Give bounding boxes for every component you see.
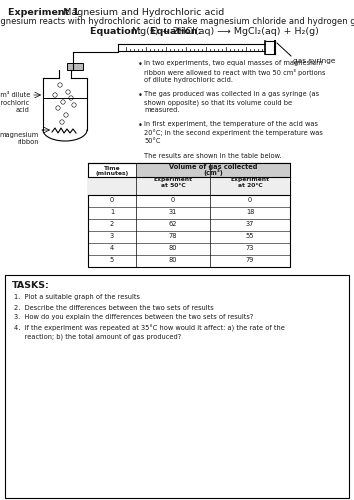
Text: Equation:: Equation: xyxy=(150,27,204,36)
Text: Experiment
at 20°C: Experiment at 20°C xyxy=(230,178,269,188)
Text: 2.  Describe the differences between the two sets of results: 2. Describe the differences between the … xyxy=(14,304,214,310)
Text: 20°C; in the second experiment the temperature was: 20°C; in the second experiment the tempe… xyxy=(144,130,323,136)
Text: 73: 73 xyxy=(246,244,254,250)
Bar xyxy=(88,176,290,194)
Text: 18: 18 xyxy=(246,208,254,214)
Text: 0: 0 xyxy=(110,196,114,202)
Bar xyxy=(5,274,349,498)
Text: 1.  Plot a suitable graph of the results: 1. Plot a suitable graph of the results xyxy=(14,294,140,300)
Text: Mg(s) + 2HCl(aq) ⟶ MgCl₂(aq) + H₂(g): Mg(s) + 2HCl(aq) ⟶ MgCl₂(aq) + H₂(g) xyxy=(132,27,319,36)
Text: 37: 37 xyxy=(246,220,254,226)
Bar xyxy=(67,63,83,70)
Text: 80: 80 xyxy=(169,256,177,262)
Text: 55: 55 xyxy=(246,232,254,238)
Text: 3.  How do you explain the differences between the two sets of results?: 3. How do you explain the differences be… xyxy=(14,314,253,320)
Text: Volume of gas collected: Volume of gas collected xyxy=(169,164,257,170)
Text: •: • xyxy=(138,90,143,100)
Text: 4: 4 xyxy=(110,244,114,250)
Text: Experiment 1: Experiment 1 xyxy=(8,8,79,17)
Text: The results are shown in the table below.: The results are shown in the table below… xyxy=(144,152,281,158)
Text: ribbon were allowed to react with two 50 cm³ portions: ribbon were allowed to react with two 50… xyxy=(144,68,325,75)
Text: gas syringe: gas syringe xyxy=(293,58,335,64)
Text: 78: 78 xyxy=(169,232,177,238)
Text: 31: 31 xyxy=(169,208,177,214)
Text: Equation:: Equation: xyxy=(90,27,144,36)
Text: 80: 80 xyxy=(169,244,177,250)
Text: shown opposite) so that its volume could be: shown opposite) so that its volume could… xyxy=(144,99,292,105)
Text: 3: 3 xyxy=(110,232,114,238)
Text: 0: 0 xyxy=(171,196,175,202)
Text: Magnesium reacts with hydrochloric acid to make magnesium chloride and hydrogen : Magnesium reacts with hydrochloric acid … xyxy=(0,17,354,26)
Text: In two experiments, two equal masses of magnesium: In two experiments, two equal masses of … xyxy=(144,60,322,66)
Text: 1: 1 xyxy=(110,208,114,214)
Text: measured.: measured. xyxy=(144,108,179,114)
Text: Time
(minutes): Time (minutes) xyxy=(95,166,129,176)
Text: The gas produced was collected in a gas syringe (as: The gas produced was collected in a gas … xyxy=(144,90,319,97)
Text: 50°C: 50°C xyxy=(144,138,160,144)
Bar xyxy=(136,162,290,176)
Text: 0: 0 xyxy=(248,196,252,202)
Text: 2: 2 xyxy=(110,220,114,226)
Text: In first experiment, the temperature of the acid was: In first experiment, the temperature of … xyxy=(144,121,318,127)
Text: : Magnesium and Hydrochloric acid: : Magnesium and Hydrochloric acid xyxy=(57,8,224,17)
Bar xyxy=(88,162,290,266)
Text: •: • xyxy=(138,60,143,69)
Text: reaction; b) the total amount of gas produced?: reaction; b) the total amount of gas pro… xyxy=(14,334,181,340)
Text: 79: 79 xyxy=(246,256,254,262)
Text: 62: 62 xyxy=(169,220,177,226)
Text: 50 cm³ dilute
hydrochloric
acid: 50 cm³ dilute hydrochloric acid xyxy=(0,92,30,113)
Text: magnesium
ribbon: magnesium ribbon xyxy=(0,132,39,145)
Text: TASKS:: TASKS: xyxy=(12,280,50,289)
Text: 5: 5 xyxy=(110,256,114,262)
Text: •: • xyxy=(138,121,143,130)
Text: (cm³): (cm³) xyxy=(203,170,223,176)
Text: of dilute hydrochloric acid.: of dilute hydrochloric acid. xyxy=(144,77,233,83)
Text: 4.  If the experiment was repeated at 35°C how would it affect: a) the rate of t: 4. If the experiment was repeated at 35°… xyxy=(14,324,285,332)
Text: Experiment
at 50°C: Experiment at 50°C xyxy=(153,178,193,188)
